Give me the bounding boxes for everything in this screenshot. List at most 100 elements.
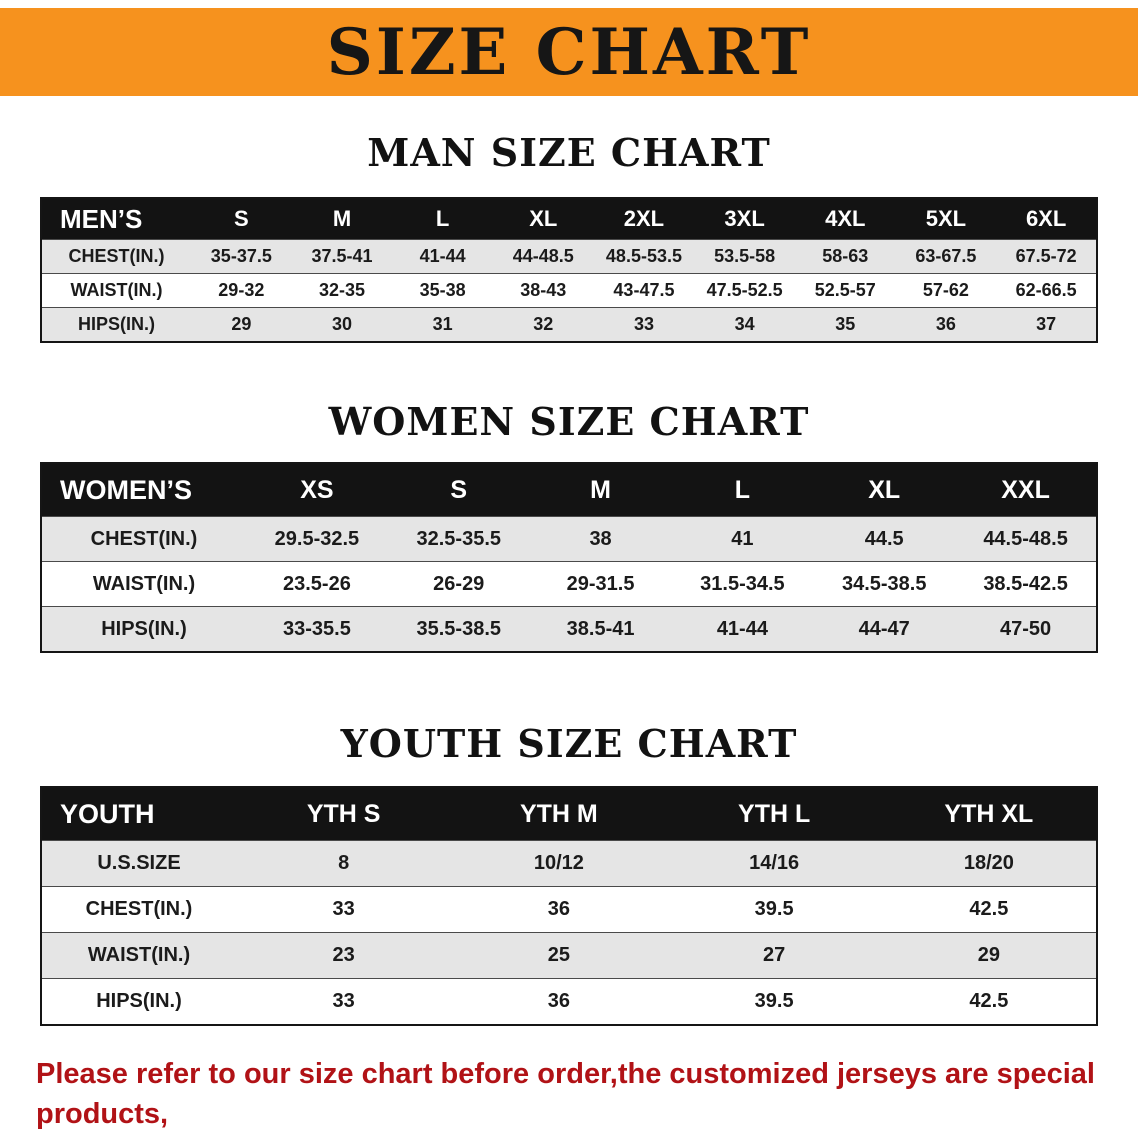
size-cell: 26-29 — [387, 561, 530, 607]
size-cell: 47-50 — [955, 606, 1097, 652]
size-cell: 27 — [666, 932, 882, 979]
size-cell: 31 — [392, 307, 493, 342]
size-table: MEN’S S M L XL 2XL 3XL 4XL 5XL 6XL CHEST(IN.) 35-37… — [40, 197, 1098, 343]
size-column-header: XS — [246, 463, 388, 517]
size-cell: 39.5 — [666, 978, 882, 1025]
size-cell: 36 — [451, 886, 667, 933]
size-cell: 29.5-32.5 — [246, 516, 388, 562]
table-header-row: YOUTH YTH S YTH M YTH L YTH XL — [41, 787, 1097, 841]
size-cell: 23 — [236, 932, 452, 979]
table-row: CHEST(IN.) 29.5-32.5 32.5-35.5 38 41 44.5 44.5… — [41, 516, 1097, 562]
size-cell: 38.5-42.5 — [955, 561, 1097, 607]
size-cell: 32.5-35.5 — [387, 516, 530, 562]
size-table: WOMEN’S XS S M L XL XXL CHEST(IN.) 29.5-32.5 32.5… — [40, 462, 1098, 653]
size-cell: 23.5-26 — [246, 561, 388, 607]
row-label: WAIST(IN.) — [41, 561, 246, 607]
size-cell: 31.5-34.5 — [671, 561, 814, 607]
size-cell: 35 — [794, 307, 896, 342]
table-corner-label: WOMEN’S — [41, 463, 246, 517]
size-column-header: YTH M — [451, 787, 667, 841]
section-heading: MAN SIZE CHART — [367, 130, 771, 175]
size-cell: 53.5-58 — [694, 239, 795, 274]
size-cell: 32 — [492, 307, 594, 342]
size-column-header: 4XL — [794, 198, 896, 240]
size-column-header: 2XL — [593, 198, 695, 240]
size-chart-section: MAN SIZE CHART MEN’S S M L XL 2XL 3XL 4XL 5XL 6XL C… — [0, 130, 1138, 343]
size-cell: 67.5-72 — [996, 239, 1097, 274]
table-row: HIPS(IN.) 29 30 31 32 33 34 35 36 37 — [41, 307, 1097, 342]
table-row: WAIST(IN.) 29-32 32-35 35-38 38-43 43-47.5 47.… — [41, 273, 1097, 308]
section-heading: YOUTH SIZE CHART — [340, 721, 798, 766]
size-chart-section: WOMEN SIZE CHART WOMEN’S XS S M L XL XXL CHEST(I… — [0, 399, 1138, 653]
size-cell: 35.5-38.5 — [387, 606, 530, 652]
table-header-row: MEN’S S M L XL 2XL 3XL 4XL 5XL 6XL — [41, 198, 1097, 240]
size-cell: 44-48.5 — [492, 239, 594, 274]
size-cell: 8 — [236, 840, 452, 887]
size-cell: 35-38 — [392, 273, 493, 308]
row-label: HIPS(IN.) — [41, 978, 236, 1025]
row-label: HIPS(IN.) — [41, 307, 191, 342]
size-cell: 29 — [191, 307, 292, 342]
size-table: YOUTH YTH S YTH M YTH L YTH XL U.S.SIZE 8 10/12… — [40, 786, 1098, 1026]
row-label: WAIST(IN.) — [41, 273, 191, 308]
size-cell: 29-31.5 — [529, 561, 672, 607]
row-label: CHEST(IN.) — [41, 239, 191, 274]
size-cell: 47.5-52.5 — [694, 273, 795, 308]
table-header-row: WOMEN’S XS S M L XL XXL — [41, 463, 1097, 517]
size-column-header: YTH XL — [881, 787, 1097, 841]
size-cell: 48.5-53.5 — [593, 239, 695, 274]
size-cell: 37 — [996, 307, 1097, 342]
size-cell: 63-67.5 — [895, 239, 997, 274]
size-cell: 29 — [881, 932, 1097, 979]
size-column-header: 5XL — [895, 198, 997, 240]
table-row: CHEST(IN.) 35-37.5 37.5-41 41-44 44-48.5 48.5… — [41, 239, 1097, 274]
row-label: CHEST(IN.) — [41, 516, 246, 562]
size-cell: 44.5 — [813, 516, 956, 562]
size-cell: 58-63 — [794, 239, 896, 274]
size-column-header: S — [387, 463, 530, 517]
row-label: CHEST(IN.) — [41, 886, 236, 933]
size-cell: 33 — [236, 978, 452, 1025]
size-cell: 14/16 — [666, 840, 882, 887]
size-column-header: YTH S — [236, 787, 452, 841]
size-cell: 36 — [895, 307, 997, 342]
footer-note: Please refer to our size chart before or… — [0, 1054, 1138, 1132]
size-cell: 36 — [451, 978, 667, 1025]
size-cell: 42.5 — [881, 886, 1097, 933]
size-cell: 57-62 — [895, 273, 997, 308]
size-column-header: M — [291, 198, 393, 240]
size-column-header: XXL — [955, 463, 1097, 517]
size-cell: 41 — [671, 516, 814, 562]
size-column-header: XL — [813, 463, 956, 517]
size-column-header: L — [671, 463, 814, 517]
size-cell: 34.5-38.5 — [813, 561, 956, 607]
size-cell: 38-43 — [492, 273, 594, 308]
section-heading: WOMEN SIZE CHART — [328, 399, 810, 444]
size-column-header: M — [529, 463, 672, 517]
table-row: HIPS(IN.) 33 36 39.5 42.5 — [41, 978, 1097, 1025]
size-cell: 39.5 — [666, 886, 882, 933]
size-cell: 52.5-57 — [794, 273, 896, 308]
size-column-header: YTH L — [666, 787, 882, 841]
row-label: HIPS(IN.) — [41, 606, 246, 652]
size-cell: 33 — [593, 307, 695, 342]
size-chart-sections: MAN SIZE CHART MEN’S S M L XL 2XL 3XL 4XL 5XL 6XL C… — [0, 130, 1138, 1026]
size-cell: 43-47.5 — [593, 273, 695, 308]
size-cell: 25 — [451, 932, 667, 979]
size-cell: 44.5-48.5 — [955, 516, 1097, 562]
size-column-header: S — [191, 198, 292, 240]
table-row: CHEST(IN.) 33 36 39.5 42.5 — [41, 886, 1097, 933]
size-chart-section: YOUTH SIZE CHART YOUTH YTH S YTH M YTH L YTH … — [0, 721, 1138, 1026]
banner: SIZE CHART — [0, 8, 1138, 96]
size-cell: 42.5 — [881, 978, 1097, 1025]
size-cell: 35-37.5 — [191, 239, 292, 274]
table-row: HIPS(IN.) 33-35.5 35.5-38.5 38.5-41 41-44 44-… — [41, 606, 1097, 652]
size-cell: 44-47 — [813, 606, 956, 652]
size-column-header: 3XL — [694, 198, 795, 240]
footer-line-1: Please refer to our size chart before or… — [36, 1058, 1095, 1130]
size-cell: 33-35.5 — [246, 606, 388, 652]
row-label: WAIST(IN.) — [41, 932, 236, 979]
size-cell: 38.5-41 — [529, 606, 672, 652]
size-cell: 37.5-41 — [291, 239, 393, 274]
